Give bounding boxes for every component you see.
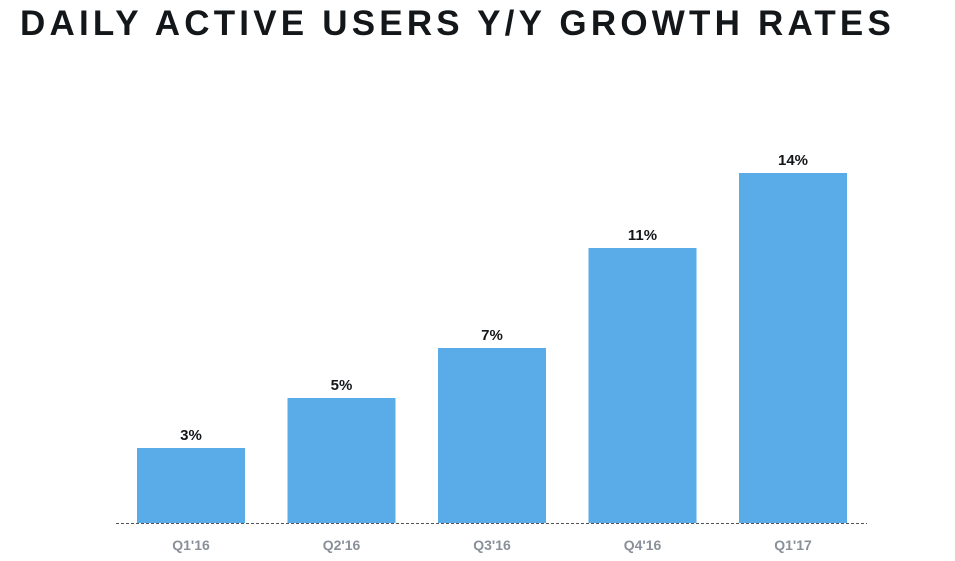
data-label-q4-16: 11% bbox=[628, 227, 657, 244]
x-tick-label-q1-16: Q1'16 bbox=[172, 537, 210, 553]
x-tick-label-q4-16: Q4'16 bbox=[624, 537, 662, 553]
x-tick-label-q3-16: Q3'16 bbox=[473, 537, 511, 553]
bar-q2-16 bbox=[287, 398, 396, 523]
bar-q1-16 bbox=[137, 448, 245, 523]
chart-title: DAILY ACTIVE USERS Y/Y GROWTH RATES bbox=[20, 4, 895, 43]
data-label-q2-16: 5% bbox=[331, 377, 353, 394]
data-label-q1-17: 14% bbox=[778, 152, 808, 169]
data-label-q3-16: 7% bbox=[481, 327, 503, 344]
x-tick-label-q1-17: Q1'17 bbox=[774, 537, 812, 553]
data-label-q1-16: 3% bbox=[180, 427, 202, 444]
x-tick-label-q2-16: Q2'16 bbox=[323, 537, 361, 553]
bar-q4-16 bbox=[588, 248, 697, 523]
bar-q3-16 bbox=[438, 348, 546, 523]
bar-q1-17 bbox=[739, 173, 847, 523]
